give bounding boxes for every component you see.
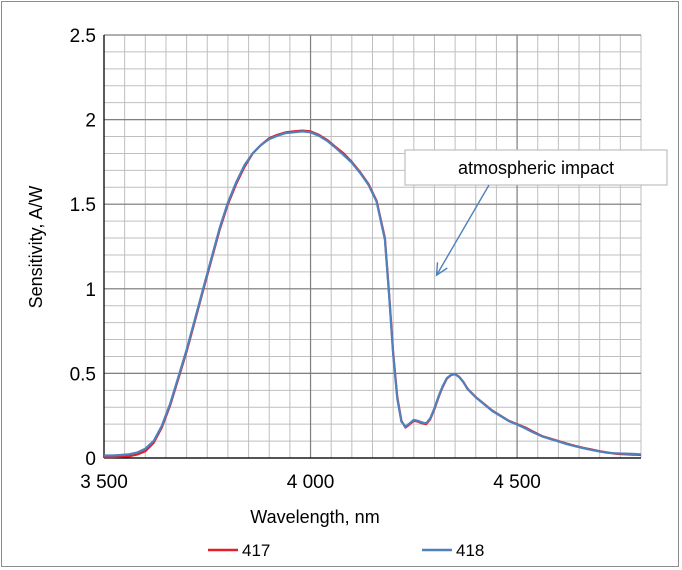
y-tick-label: 1.5 xyxy=(70,195,96,216)
y-tick-label: 2.5 xyxy=(70,26,96,47)
y-tick-label: 0 xyxy=(85,449,96,470)
legend-label-417: 417 xyxy=(242,541,270,560)
annotation-arrow xyxy=(437,185,489,275)
legend: 417 418 xyxy=(208,541,484,560)
legend-label-418: 418 xyxy=(456,541,484,560)
x-tick-label: 4 500 xyxy=(493,472,541,493)
annotation-label: atmospheric impact xyxy=(458,158,614,178)
y-axis-title: Sensitivity, A/W xyxy=(26,186,46,309)
x-tick-label: 4 000 xyxy=(287,472,335,493)
grid xyxy=(104,35,641,458)
x-axis-title: Wavelength, nm xyxy=(250,507,379,527)
tick-labels: 0 0.5 1 1.5 2 2.5 3 500 4 000 4 500 xyxy=(70,26,541,493)
y-tick-label: 1 xyxy=(85,280,96,301)
y-tick-label: 0.5 xyxy=(70,364,96,385)
y-tick-label: 2 xyxy=(85,111,96,132)
x-tick-label: 3 500 xyxy=(80,472,128,493)
annotation: atmospheric impact xyxy=(405,150,667,275)
